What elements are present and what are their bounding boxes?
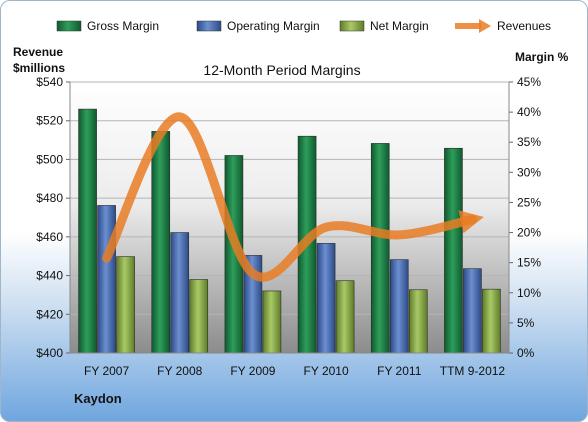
legend-item-net-margin: Net Margin — [339, 19, 429, 33]
left-tick-label: $540 — [36, 75, 63, 89]
bar-net-margin — [408, 289, 428, 354]
x-tick-label: FY 2007 — [84, 364, 129, 378]
bar-net-margin — [482, 288, 501, 354]
right-tick-label: 45% — [517, 75, 541, 89]
right-tick-label: 20% — [517, 226, 541, 240]
right-tick-label: 30% — [517, 165, 541, 179]
right-tick-label: 25% — [517, 195, 541, 209]
right-tick-label: 15% — [517, 256, 541, 270]
x-tick-label: FY 2010 — [304, 364, 349, 378]
x-tick-label: TTM 9-2012 — [440, 364, 506, 378]
company-label: Kaydon — [74, 391, 122, 406]
legend-swatch — [339, 20, 365, 32]
x-tick-label: FY 2011 — [377, 364, 422, 378]
bar-gross-margin — [78, 108, 97, 354]
bar-operating-margin — [170, 232, 190, 354]
legend-item-operating-margin: Operating Margin — [196, 19, 320, 33]
revenues-line — [102, 112, 484, 282]
bar-operating-margin — [316, 243, 336, 354]
legend-swatch — [56, 20, 82, 32]
right-axis-title: Margin % — [515, 50, 569, 64]
right-tick-label: 35% — [517, 135, 541, 149]
left-tick-label: $500 — [36, 152, 63, 166]
right-tick-label: 10% — [517, 286, 541, 300]
left-tick-label: $480 — [36, 191, 63, 205]
bar-net-margin — [116, 256, 135, 354]
bar-gross-margin — [444, 147, 463, 354]
legend-label: Net Margin — [370, 19, 429, 33]
bar-net-margin — [262, 290, 282, 354]
left-tick-label: $460 — [36, 230, 63, 244]
plot-area — [70, 82, 509, 353]
right-tick-label: 5% — [517, 316, 535, 330]
left-tick-label: $520 — [36, 114, 63, 128]
left-tick-label: $420 — [36, 307, 63, 321]
legend-label: Gross Margin — [87, 19, 159, 33]
left-tick-label: $440 — [36, 269, 63, 283]
x-tick-label: FY 2009 — [230, 364, 275, 378]
legend-label: Revenues — [497, 19, 551, 33]
bar-gross-margin — [370, 143, 390, 354]
x-tick-label: FY 2008 — [157, 364, 202, 378]
right-tick-label: 0% — [517, 346, 535, 360]
left-tick-label: $400 — [36, 346, 63, 360]
axes: $400 $420 $440 $460 $480 $500 $520 $540 0% 5% 10% 1… — [36, 75, 541, 378]
bar-operating-margin — [463, 268, 482, 354]
bar-gross-margin — [151, 131, 171, 354]
left-axis-title-line1: Revenue — [13, 45, 63, 59]
bar-operating-margin — [97, 205, 116, 354]
legend-item-gross-margin: Gross Margin — [56, 19, 159, 33]
bar-net-margin — [189, 279, 209, 354]
revenue-line — [102, 112, 484, 282]
legend-arrow — [479, 19, 491, 33]
bar-operating-margin — [389, 259, 409, 354]
legend-item-revenues: Revenues — [455, 19, 551, 33]
legend-label: Operating Margin — [227, 19, 320, 33]
legend-swatch — [196, 20, 222, 32]
bar-net-margin — [335, 280, 355, 354]
chart-title: 12-Month Period Margins — [203, 62, 360, 78]
right-tick-label: 40% — [517, 105, 541, 119]
left-axis-title-line2: $millions — [13, 61, 65, 75]
legend: Gross Margin Operating Margin Net Margin Re… — [56, 19, 551, 33]
